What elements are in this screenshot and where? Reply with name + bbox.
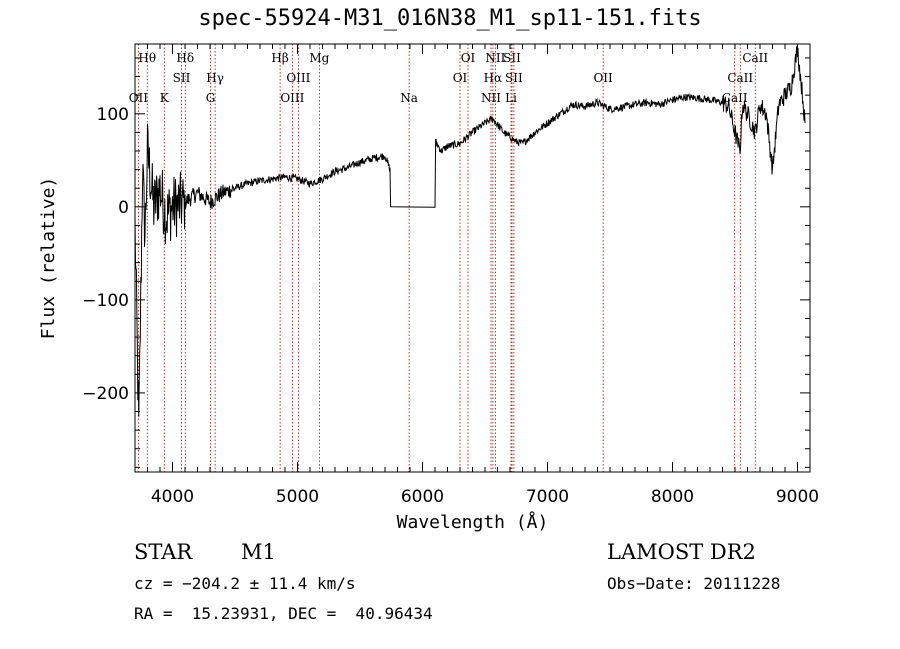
line-marker-label: Hβ — [271, 51, 288, 65]
plot-frame — [134, 43, 811, 473]
line-marker-label: OI — [453, 71, 468, 85]
chart-title: spec-55924-M31_016N38_M1_sp11-151.fits — [198, 6, 702, 31]
line-marker-label: G — [206, 91, 216, 105]
y-axis-label: Flux (relative) — [38, 177, 59, 340]
object-type-label: STAR — [134, 540, 193, 564]
line-marker-label: NII — [481, 91, 501, 105]
y-tick-label: 0 — [118, 198, 129, 218]
line-marker-label: CaII — [727, 71, 753, 85]
line-marker-label: OII — [129, 91, 149, 105]
line-marker-label: OII — [593, 71, 613, 85]
x-tick-label: 7000 — [526, 487, 569, 507]
line-marker-label: Li — [505, 91, 517, 105]
obs-date-label: Obs−Date: 20111228 — [607, 574, 781, 593]
y-tick-label: −100 — [82, 291, 129, 311]
line-marker-label: OIII — [280, 91, 304, 105]
line-marker-label: OIII — [286, 71, 310, 85]
line-marker-label: Na — [400, 91, 418, 105]
x-tick-label: 6000 — [401, 487, 444, 507]
line-marker-label: OI — [461, 51, 476, 65]
spectrum-line — [135, 44, 806, 417]
line-marker-label: SII — [503, 51, 521, 65]
y-tick-label: −200 — [82, 384, 129, 404]
redshift-label: cz = −204.2 ± 11.4 km/s — [134, 574, 356, 593]
coordinates-label: RA = 15.23931, DEC = 40.96434 — [134, 604, 433, 623]
line-marker-label: Hθ — [138, 51, 156, 65]
line-marker-label: Hα — [484, 71, 503, 85]
line-marker-label: Mg — [309, 51, 329, 65]
line-marker-label: NII — [485, 51, 505, 65]
line-marker-label: Hγ — [206, 71, 224, 85]
x-tick-label: 5000 — [276, 487, 319, 507]
x-axis-label: Wavelength (Å) — [397, 511, 549, 533]
x-tick-label: 4000 — [151, 487, 194, 507]
survey-label: LAMOST DR2 — [607, 540, 756, 564]
subclass-label: M1 — [241, 540, 276, 564]
y-tick-label: 100 — [97, 105, 129, 125]
line-marker-label: CaII — [742, 51, 768, 65]
line-marker-label: K — [160, 91, 170, 105]
x-tick-label: 8000 — [651, 487, 694, 507]
line-marker-label: SII — [505, 71, 523, 85]
line-marker-label: SII — [173, 71, 191, 85]
x-tick-label: 9000 — [776, 487, 819, 507]
line-marker-label: Hδ — [176, 51, 194, 65]
